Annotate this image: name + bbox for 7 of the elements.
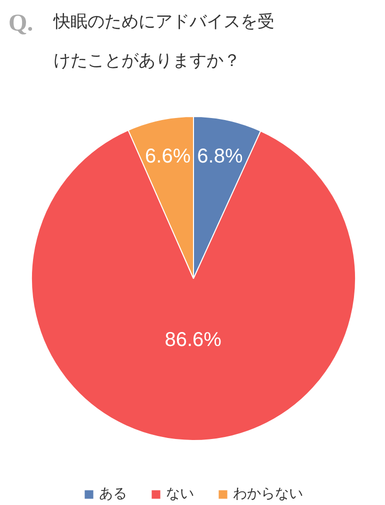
legend-label: ある <box>99 485 127 503</box>
data-label: 6.8% <box>197 146 243 168</box>
data-label: 86.6% <box>164 329 222 352</box>
legend-label: わからない <box>233 485 303 503</box>
legend-label: ない <box>166 485 194 503</box>
chart-title: Q. 快眠のためにアドバイスを受けたことがありますか？ <box>8 10 274 70</box>
data-label: 6.6% <box>145 145 191 168</box>
